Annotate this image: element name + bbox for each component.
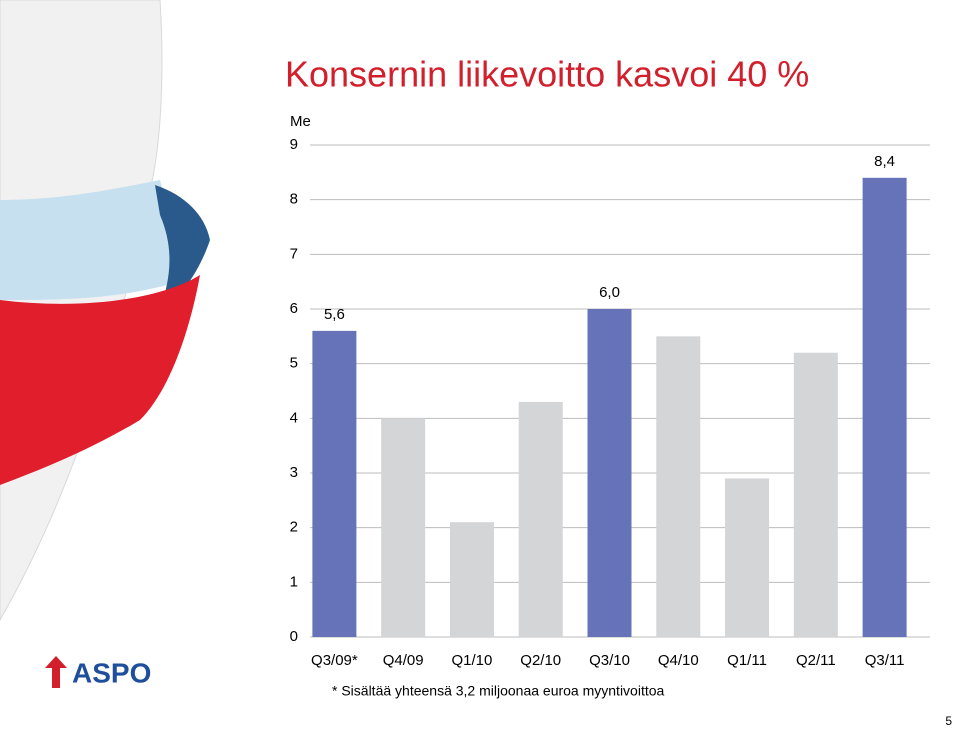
x-tick-label: Q2/11 [796, 652, 836, 669]
bar [312, 330, 357, 637]
value-label: 5,6 [324, 306, 345, 323]
logo-text: ASPO [72, 657, 151, 688]
bar [449, 522, 494, 637]
bar [725, 478, 770, 637]
logo-icon [45, 656, 67, 688]
y-tick-label: 8 [290, 191, 298, 208]
bar [656, 336, 701, 637]
y-tick-label: 5 [290, 355, 298, 372]
decor-ribbon-red [0, 275, 200, 485]
x-tick-label: Q3/11 [865, 652, 905, 669]
bar [518, 401, 563, 637]
page-number: 5 [945, 714, 952, 728]
y-tick-label: 4 [290, 409, 298, 426]
y-tick-label: 0 [290, 628, 298, 645]
slide-title: Konsernin liikevoitto kasvoi 40 % [285, 54, 809, 95]
x-tick-label: Q3/10 [589, 652, 630, 669]
y-tick-label: 7 [290, 245, 298, 262]
bar [793, 352, 838, 637]
logo: ASPO [45, 656, 151, 688]
x-tick-label: Q3/09* [311, 652, 358, 669]
value-label: 8,4 [874, 153, 895, 170]
x-tick-label: Q2/10 [520, 652, 561, 669]
decor-ribbon-dark [155, 185, 210, 310]
y-axis-label: Me [290, 113, 311, 130]
x-tick-label: Q1/10 [452, 652, 493, 669]
y-tick-label: 6 [290, 300, 298, 317]
y-tick-label: 9 [290, 136, 298, 153]
footnote: * Sisältää yhteensä 3,2 miljoonaa euroa … [332, 683, 665, 699]
y-tick-label: 2 [290, 519, 298, 536]
x-tick-label: Q4/09 [383, 652, 424, 669]
bar [587, 309, 632, 637]
decor-ribbon-blue [0, 180, 185, 300]
x-tick-label: Q1/11 [727, 652, 767, 669]
bar [381, 418, 426, 637]
value-label: 6,0 [599, 284, 620, 301]
x-tick-label: Q4/10 [658, 652, 699, 669]
y-tick-label: 3 [290, 464, 298, 481]
y-tick-label: 1 [290, 573, 298, 590]
bar [862, 177, 907, 638]
